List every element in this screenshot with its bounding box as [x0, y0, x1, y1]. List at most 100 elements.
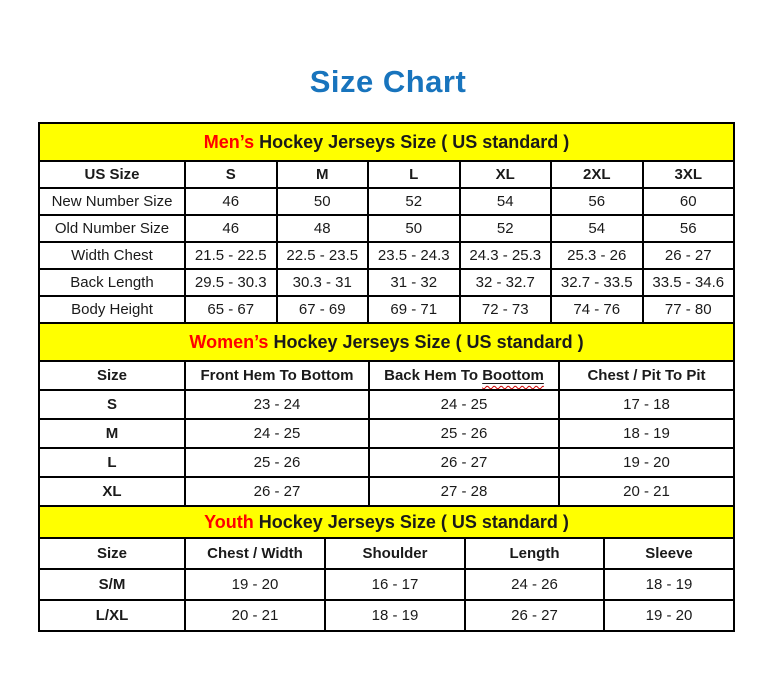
row-label: New Number Size [38, 187, 186, 216]
size-value-cell: 69 - 71 [367, 295, 461, 324]
size-value-cell: 18 - 19 [603, 568, 735, 601]
womens-table-body: S 23 - 24 24 - 25 17 - 18 M 24 - 25 25 - 26 18 … [38, 389, 735, 507]
size-value-cell: 60 [641, 187, 735, 216]
size-value-cell: 32 - 32.7 [458, 268, 552, 297]
size-value-cell: 25.3 - 26 [550, 241, 644, 270]
size-value-cell: 56 [550, 187, 644, 216]
size-value-cell: 50 [367, 214, 461, 243]
womens-section-heading-rest: Hockey Jerseys Size ( US standard ) [268, 331, 584, 352]
table-row: S/M 19 - 20 16 - 17 24 - 26 18 - 19 [38, 568, 735, 601]
size-value-cell: 17 - 18 [558, 389, 735, 420]
row-label: S [38, 389, 186, 420]
row-label: Old Number Size [38, 214, 186, 243]
table-row: New Number Size 46 50 52 54 56 60 [38, 187, 735, 216]
size-value-cell: 65 - 67 [184, 295, 278, 324]
youth-section-heading-accent: Youth [204, 511, 254, 532]
column-header: Front Hem To Bottom [184, 360, 370, 391]
column-header: Size [38, 360, 186, 391]
row-label: L [38, 447, 186, 478]
size-value-cell: 54 [458, 187, 552, 216]
column-header: Chest / Width [184, 537, 326, 570]
table-row: L 25 - 26 26 - 27 19 - 20 [38, 447, 735, 478]
row-label: Body Height [38, 295, 186, 324]
size-chart: Men’s Hockey Jerseys Size ( US standard … [38, 122, 735, 632]
size-value-cell: 24 - 25 [184, 418, 370, 449]
size-value-cell: 52 [367, 187, 461, 216]
row-label: Back Length [38, 268, 186, 297]
mens-column-header-row: US Size S M L XL 2XL 3XL [38, 160, 735, 189]
size-value-cell: 25 - 26 [368, 418, 560, 449]
size-value-cell: 32.7 - 33.5 [550, 268, 644, 297]
mens-section-heading-accent: Men’s [203, 131, 255, 152]
page-title: Size Chart [309, 64, 467, 99]
size-value-cell: 54 [550, 214, 644, 243]
size-value-cell: 20 - 21 [184, 599, 326, 632]
womens-section-band: Women’s Hockey Jerseys Size ( US standar… [38, 322, 735, 362]
size-value-cell: 26 - 27 [184, 476, 370, 507]
size-value-cell: 46 [184, 214, 278, 243]
column-header: Shoulder [324, 537, 466, 570]
column-header: M [275, 160, 369, 189]
table-row: XL 26 - 27 27 - 28 20 - 21 [38, 476, 735, 507]
mens-table-body: New Number Size 46 50 52 54 56 60 Old Number Si… [38, 187, 735, 324]
table-row: Width Chest 21.5 - 22.5 22.5 - 23.5 23.5 - … [38, 241, 735, 270]
column-header: S [184, 160, 278, 189]
column-header: US Size [38, 160, 186, 189]
row-label: XL [38, 476, 186, 507]
size-value-cell: 33.5 - 34.6 [641, 268, 735, 297]
size-value-cell: 27 - 28 [368, 476, 560, 507]
table-row: L/XL 20 - 21 18 - 19 26 - 27 19 - 20 [38, 599, 735, 632]
size-value-cell: 77 - 80 [641, 295, 735, 324]
size-value-cell: 24.3 - 25.3 [458, 241, 552, 270]
misspelled-word-underline: Boottom [482, 367, 544, 384]
size-value-cell: 56 [641, 214, 735, 243]
size-value-cell: 30.3 - 31 [275, 268, 369, 297]
table-row: Old Number Size 46 48 50 52 54 56 [38, 214, 735, 243]
column-header: 2XL [550, 160, 644, 189]
size-value-cell: 20 - 21 [558, 476, 735, 507]
column-header: XL [458, 160, 552, 189]
size-value-cell: 23.5 - 24.3 [367, 241, 461, 270]
womens-section-heading-accent: Women’s [189, 331, 269, 352]
youth-section-heading: Youth Hockey Jerseys Size ( US standard … [38, 505, 735, 539]
size-value-cell: 19 - 20 [558, 447, 735, 478]
column-header: Chest / Pit To Pit [558, 360, 735, 391]
size-value-cell: 26 - 27 [368, 447, 560, 478]
column-header: 3XL [641, 160, 735, 189]
row-label: S/M [38, 568, 186, 601]
size-value-cell: 18 - 19 [324, 599, 466, 632]
mens-section-heading: Men’s Hockey Jerseys Size ( US standard … [38, 122, 735, 162]
youth-section-heading-rest: Hockey Jerseys Size ( US standard ) [253, 511, 569, 532]
size-value-cell: 21.5 - 22.5 [184, 241, 278, 270]
size-value-cell: 50 [275, 187, 369, 216]
row-label: Width Chest [38, 241, 186, 270]
table-row: M 24 - 25 25 - 26 18 - 19 [38, 418, 735, 449]
size-value-cell: 52 [458, 214, 552, 243]
column-header: Length [464, 537, 605, 570]
youth-section-band: Youth Hockey Jerseys Size ( US standard … [38, 505, 735, 539]
mens-size-table: Men’s Hockey Jerseys Size ( US standard … [38, 122, 735, 324]
size-value-cell: 19 - 20 [603, 599, 735, 632]
size-value-cell: 18 - 19 [558, 418, 735, 449]
size-value-cell: 22.5 - 23.5 [275, 241, 369, 270]
size-value-cell: 23 - 24 [184, 389, 370, 420]
column-header: Back Hem To Boottom [368, 360, 560, 391]
column-header: L [367, 160, 461, 189]
size-value-cell: 67 - 69 [275, 295, 369, 324]
mens-section-heading-rest: Hockey Jerseys Size ( US standard ) [254, 131, 570, 152]
size-value-cell: 29.5 - 30.3 [184, 268, 278, 297]
womens-column-header-row: Size Front Hem To Bottom Back Hem To Boott… [38, 360, 735, 391]
row-label: L/XL [38, 599, 186, 632]
youth-table-body: S/M 19 - 20 16 - 17 24 - 26 18 - 19 L/XL 20 - … [38, 568, 735, 632]
size-value-cell: 19 - 20 [184, 568, 326, 601]
size-value-cell: 26 - 27 [464, 599, 605, 632]
size-value-cell: 48 [275, 214, 369, 243]
size-value-cell: 25 - 26 [184, 447, 370, 478]
row-label: M [38, 418, 186, 449]
womens-section-heading: Women’s Hockey Jerseys Size ( US standar… [38, 322, 735, 362]
size-value-cell: 24 - 25 [368, 389, 560, 420]
size-value-cell: 16 - 17 [324, 568, 466, 601]
womens-size-table: Women’s Hockey Jerseys Size ( US standar… [38, 322, 735, 507]
size-value-cell: 46 [184, 187, 278, 216]
